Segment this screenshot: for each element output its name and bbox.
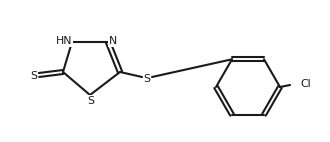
Text: Cl: Cl: [300, 79, 311, 89]
Text: HN: HN: [56, 36, 72, 46]
Text: S: S: [87, 96, 94, 106]
Text: S: S: [30, 71, 38, 81]
Text: N: N: [109, 36, 117, 46]
Text: S: S: [144, 74, 150, 84]
